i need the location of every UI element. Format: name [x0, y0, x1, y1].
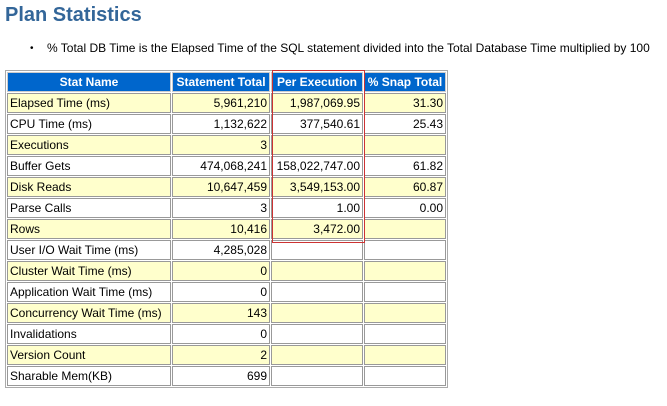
table-row: Concurrency Wait Time (ms) 143 — [7, 303, 446, 323]
stat-name-cell: Elapsed Time (ms) — [7, 93, 171, 113]
header-stat-name: Stat Name — [7, 72, 171, 92]
per-execution-cell — [271, 135, 363, 155]
per-execution-cell: 158,022,747.00 — [271, 156, 363, 176]
stat-name-cell: Parse Calls — [7, 198, 171, 218]
statement-total-cell: 474,068,241 — [172, 156, 270, 176]
per-execution-cell — [271, 324, 363, 344]
per-execution-cell — [271, 345, 363, 365]
snap-total-cell: 0.00 — [364, 198, 446, 218]
statement-total-cell: 2 — [172, 345, 270, 365]
plan-statistics-table: Stat Name Statement Total Per Execution … — [5, 70, 448, 388]
stat-name-cell: Invalidations — [7, 324, 171, 344]
table-row: CPU Time (ms) 1,132,622 377,540.61 25.43 — [7, 114, 446, 134]
stat-name-cell: Sharable Mem(KB) — [7, 366, 171, 386]
stat-name-cell: Rows — [7, 219, 171, 239]
stat-name-cell: Version Count — [7, 345, 171, 365]
statement-total-cell: 10,647,459 — [172, 177, 270, 197]
per-execution-cell — [271, 303, 363, 323]
snap-total-cell — [364, 261, 446, 281]
table-row: Cluster Wait Time (ms) 0 — [7, 261, 446, 281]
per-execution-cell: 3,549,153.00 — [271, 177, 363, 197]
snap-total-cell — [364, 240, 446, 260]
statement-total-cell: 10,416 — [172, 219, 270, 239]
snap-total-cell: 60.87 — [364, 177, 446, 197]
snap-total-cell — [364, 282, 446, 302]
bullet-icon: • — [30, 43, 34, 54]
table-row: Invalidations 0 — [7, 324, 446, 344]
snap-total-cell: 25.43 — [364, 114, 446, 134]
table-row: Version Count 2 — [7, 345, 446, 365]
table-body: Elapsed Time (ms) 5,961,210 1,987,069.95 31… — [7, 93, 446, 386]
stat-name-cell: User I/O Wait Time (ms) — [7, 240, 171, 260]
per-execution-cell — [271, 282, 363, 302]
statement-total-cell: 0 — [172, 282, 270, 302]
table-header-row: Stat Name Statement Total Per Execution … — [7, 72, 446, 92]
statement-total-cell: 5,961,210 — [172, 93, 270, 113]
per-execution-cell — [271, 240, 363, 260]
snap-total-cell — [364, 135, 446, 155]
stat-name-cell: Executions — [7, 135, 171, 155]
statement-total-cell: 3 — [172, 198, 270, 218]
snap-total-cell — [364, 324, 446, 344]
per-execution-cell — [271, 261, 363, 281]
header-per-execution: Per Execution — [271, 72, 363, 92]
bullet-note: • % Total DB Time is the Elapsed Time of … — [30, 41, 650, 55]
table-row: Parse Calls 3 1.00 0.00 — [7, 198, 446, 218]
stat-name-cell: Concurrency Wait Time (ms) — [7, 303, 171, 323]
snap-total-cell — [364, 303, 446, 323]
snap-total-cell: 31.30 — [364, 93, 446, 113]
table-row: User I/O Wait Time (ms) 4,285,028 — [7, 240, 446, 260]
per-execution-cell: 1,987,069.95 — [271, 93, 363, 113]
table-row: Executions 3 — [7, 135, 446, 155]
stat-name-cell: Buffer Gets — [7, 156, 171, 176]
snap-total-cell — [364, 345, 446, 365]
stat-name-cell: Application Wait Time (ms) — [7, 282, 171, 302]
per-execution-cell: 377,540.61 — [271, 114, 363, 134]
statement-total-cell: 3 — [172, 135, 270, 155]
note-text: % Total DB Time is the Elapsed Time of t… — [47, 41, 650, 55]
header-statement-total: Statement Total — [172, 72, 270, 92]
page-title: Plan Statistics — [5, 4, 142, 26]
stat-name-cell: CPU Time (ms) — [7, 114, 171, 134]
per-execution-cell: 3,472.00 — [271, 219, 363, 239]
statement-total-cell: 699 — [172, 366, 270, 386]
table-row: Disk Reads 10,647,459 3,549,153.00 60.87 — [7, 177, 446, 197]
snap-total-cell — [364, 366, 446, 386]
statement-total-cell: 1,132,622 — [172, 114, 270, 134]
statement-total-cell: 0 — [172, 324, 270, 344]
per-execution-cell — [271, 366, 363, 386]
table-row: Elapsed Time (ms) 5,961,210 1,987,069.95 31… — [7, 93, 446, 113]
header-snap-total: % Snap Total — [364, 72, 446, 92]
snap-total-cell — [364, 219, 446, 239]
per-execution-cell: 1.00 — [271, 198, 363, 218]
table-row: Application Wait Time (ms) 0 — [7, 282, 446, 302]
stat-name-cell: Cluster Wait Time (ms) — [7, 261, 171, 281]
statement-total-cell: 0 — [172, 261, 270, 281]
snap-total-cell: 61.82 — [364, 156, 446, 176]
statement-total-cell: 4,285,028 — [172, 240, 270, 260]
table-row: Sharable Mem(KB) 699 — [7, 366, 446, 386]
table-row: Rows 10,416 3,472.00 — [7, 219, 446, 239]
stat-name-cell: Disk Reads — [7, 177, 171, 197]
table-row: Buffer Gets 474,068,241 158,022,747.00 61.8… — [7, 156, 446, 176]
statement-total-cell: 143 — [172, 303, 270, 323]
